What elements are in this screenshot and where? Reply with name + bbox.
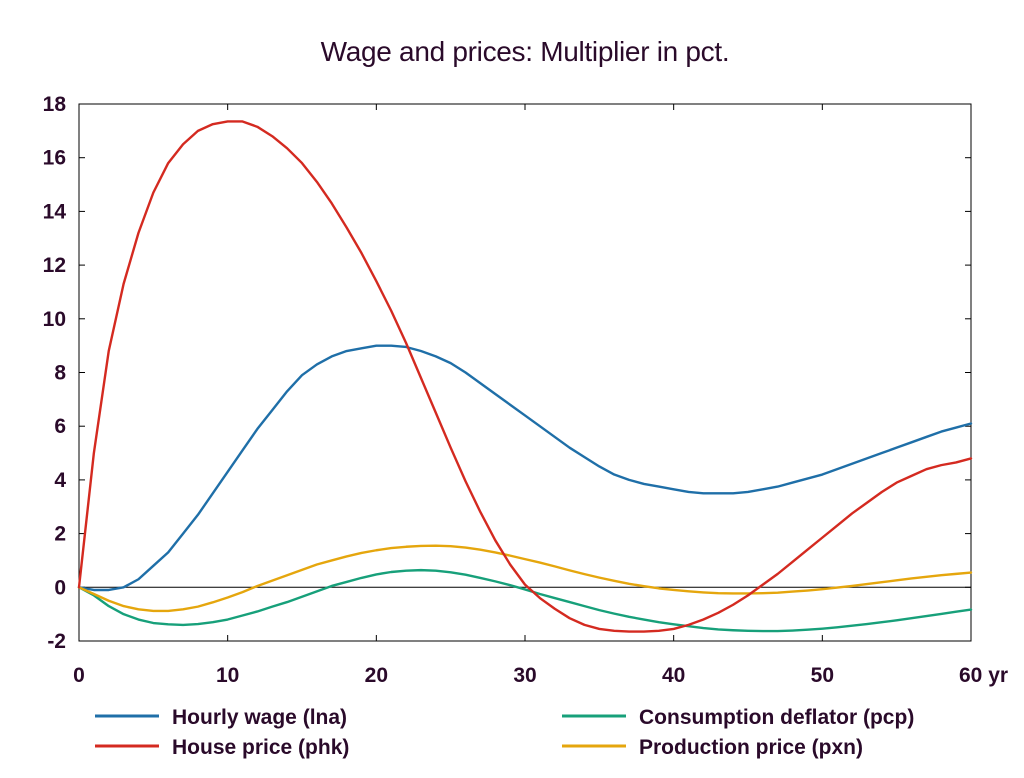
series-line	[77, 544, 973, 613]
y-tick-label: 18	[43, 93, 67, 116]
series-line	[77, 568, 973, 633]
x-tick-label: 20	[365, 664, 388, 687]
x-tick-label: 40	[662, 664, 685, 687]
y-tick-label: 2	[54, 523, 66, 546]
legend-label: Hourly wage (lna)	[172, 706, 347, 729]
series-line	[77, 344, 973, 592]
legend-label: House price (phk)	[172, 736, 349, 759]
series-group	[77, 120, 973, 633]
legend-item: Consumption deflator (pcp)	[562, 706, 914, 729]
y-tick-label: 12	[43, 254, 66, 277]
plot-area: -2 0 2 4 6 8 10 12 14 16 18 0 10 20 30 40 50 60 yr	[43, 93, 1008, 687]
x-axis: 0 10 20 30 40 50 60 yr	[73, 104, 1008, 687]
y-tick-label: 8	[54, 362, 66, 385]
y-tick-label: 6	[54, 415, 66, 438]
legend-item: Hourly wage (lna)	[95, 706, 347, 729]
y-tick-label: 10	[43, 308, 66, 331]
legend-item: Production price (pxn)	[562, 736, 863, 759]
legend: Hourly wage (lna) House price (phk) Consum…	[95, 706, 914, 759]
y-tick-label: 14	[43, 200, 67, 223]
x-tick-label: 10	[216, 664, 239, 687]
series-line	[77, 120, 973, 633]
y-axis: -2 0 2 4 6 8 10 12 14 16 18	[43, 93, 971, 653]
legend-label: Production price (pxn)	[639, 736, 863, 759]
chart-title: Wage and prices: Multiplier in pct.	[321, 36, 730, 67]
x-tick-label: 50	[811, 664, 834, 687]
x-tick-label: 0	[73, 664, 85, 687]
legend-label: Consumption deflator (pcp)	[639, 706, 914, 729]
y-tick-label: 16	[43, 147, 66, 170]
legend-item: House price (phk)	[95, 736, 349, 759]
x-tick-label: 60 yr	[959, 664, 1008, 687]
y-tick-label: 4	[54, 469, 66, 492]
x-tick-label: 30	[513, 664, 536, 687]
plot-frame	[78, 103, 972, 642]
y-tick-label: -2	[47, 630, 66, 653]
y-tick-label: 0	[54, 576, 66, 599]
